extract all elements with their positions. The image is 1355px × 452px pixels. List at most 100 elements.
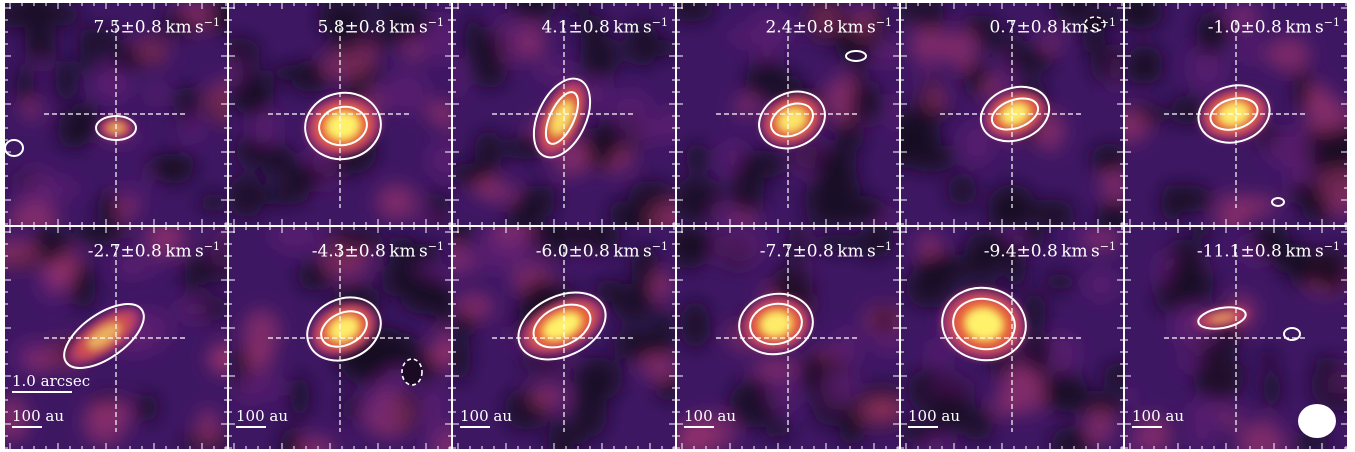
velocity-unit-s: s — [867, 17, 876, 38]
contour-line — [990, 97, 1040, 131]
channel-image — [4, 2, 228, 226]
velocity-label: -4.3±0.8 km s−1 — [311, 240, 444, 262]
negative-contour — [401, 358, 423, 386]
crosshair — [716, 20, 860, 208]
velocity-unit-s: s — [419, 241, 428, 262]
contour-line — [532, 303, 592, 349]
emission-source — [519, 296, 605, 356]
noise-layer — [676, 226, 900, 450]
channel-panel-1: 7.5±0.8 km s−1 — [4, 2, 228, 226]
velocity-uncertainty: 0.8 — [582, 241, 610, 262]
physical-scale-line — [460, 426, 490, 428]
physical-scale-line — [908, 426, 938, 428]
velocity-uncertainty: 0.8 — [358, 241, 386, 262]
velocity-label: -2.7±0.8 km s−1 — [87, 240, 220, 262]
velocity-label: 0.7±0.8 km s−1 — [989, 16, 1116, 38]
velocity-label: 7.5±0.8 km s−1 — [93, 16, 220, 38]
contour-line — [738, 292, 814, 356]
contour-line — [532, 77, 592, 159]
velocity-label: 5.8±0.8 km s−1 — [317, 16, 444, 38]
crosshair — [940, 244, 1084, 432]
velocity-unit: km — [389, 17, 416, 38]
velocity-value: -4.3 — [311, 241, 345, 262]
channel-panel-4: 2.4±0.8 km s−1 — [676, 2, 900, 226]
velocity-label: -1.0±0.8 km s−1 — [1207, 16, 1340, 38]
velocity-value: -2.7 — [87, 241, 121, 262]
noise-layer — [1124, 226, 1348, 450]
velocity-unit-exponent: −1 — [875, 16, 892, 29]
velocity-label: -7.7±0.8 km s−1 — [759, 240, 892, 262]
emission-contours — [941, 286, 1027, 362]
contour-line — [517, 291, 607, 361]
channel-panel-6: -1.0±0.8 km s−1 — [1124, 2, 1348, 226]
velocity-unit: km — [389, 241, 416, 262]
contour-line — [544, 91, 580, 145]
velocity-value: 5.8 — [317, 17, 345, 38]
velocity-uncertainty: 0.8 — [806, 17, 834, 38]
velocity-unit-exponent: −1 — [203, 16, 220, 29]
physical-scale-label: 100 au — [460, 407, 513, 425]
channel-image — [1124, 2, 1348, 226]
crosshair — [1164, 20, 1308, 208]
panel-frame — [228, 2, 452, 226]
physical-scale-bar: 100 au — [236, 409, 288, 428]
physical-scale-label: 100 au — [1132, 407, 1185, 425]
velocity-value: 0.7 — [989, 17, 1017, 38]
velocity-unit: km — [837, 241, 864, 262]
channel-image — [228, 226, 452, 450]
emission-contours — [1197, 306, 1247, 330]
channel-image — [4, 226, 228, 450]
velocity-unit-exponent: −1 — [427, 16, 444, 29]
panel-frame — [900, 226, 1124, 450]
velocity-unit-exponent: −1 — [651, 240, 668, 253]
channel-image — [900, 2, 1124, 226]
crosshair — [1164, 244, 1308, 432]
physical-scale-bar: 100 au — [1132, 409, 1184, 428]
contour-line — [1197, 84, 1271, 144]
contour-line — [758, 90, 826, 150]
contour-line — [749, 302, 803, 346]
noise-layer — [230, 226, 452, 450]
velocity-uncertainty: 0.8 — [1030, 241, 1058, 262]
velocity-value: -11.1 — [1196, 241, 1241, 262]
velocity-unit-s: s — [1315, 17, 1324, 38]
physical-scale-label: 100 au — [908, 407, 961, 425]
velocity-uncertainty: 0.8 — [134, 241, 162, 262]
panel-frame — [228, 226, 452, 450]
velocity-label: -11.1±0.8 km s−1 — [1196, 240, 1340, 262]
channel-image — [452, 2, 676, 226]
velocity-unit-s: s — [419, 17, 428, 38]
velocity-unit: km — [165, 241, 192, 262]
velocity-unit-s: s — [1091, 241, 1100, 262]
contour-line — [1283, 327, 1301, 341]
velocity-unit-exponent: −1 — [1099, 240, 1116, 253]
channel-image — [676, 2, 900, 226]
noise-layer — [452, 2, 676, 226]
emission-contours — [979, 85, 1051, 143]
emission-contours — [306, 296, 382, 362]
crosshair — [716, 244, 860, 432]
channel-panel-2: 5.8±0.8 km s−1 — [228, 2, 452, 226]
physical-scale-bar: 100 au — [460, 409, 512, 428]
velocity-value: 2.4 — [765, 17, 793, 38]
panel-frame — [4, 226, 228, 450]
channel-panel-10: -7.7±0.8 km s−1 100 au — [676, 226, 900, 450]
velocity-uncertainty: 0.8 — [1254, 241, 1282, 262]
channel-image — [228, 2, 452, 226]
channel-image — [900, 226, 1124, 450]
contour-line — [63, 303, 145, 369]
physical-scale-bar: 100 au — [908, 409, 960, 428]
velocity-label: 2.4±0.8 km s−1 — [765, 16, 892, 38]
velocity-uncertainty: 0.8 — [806, 241, 834, 262]
crosshair — [492, 244, 636, 432]
velocity-unit: km — [613, 241, 640, 262]
contour-line — [318, 105, 368, 147]
velocity-unit: km — [165, 17, 192, 38]
velocity-unit: km — [613, 17, 640, 38]
emission-source — [536, 79, 588, 157]
angular-scale-label: 1.0 arcsec — [12, 372, 91, 390]
crosshair — [268, 244, 412, 432]
contour-line — [941, 286, 1027, 362]
emission-contours — [517, 291, 607, 361]
channel-map-grid: 7.5±0.8 km s−1 5.8±0.8 km s−1 4.1±0.8 km… — [4, 2, 1350, 450]
